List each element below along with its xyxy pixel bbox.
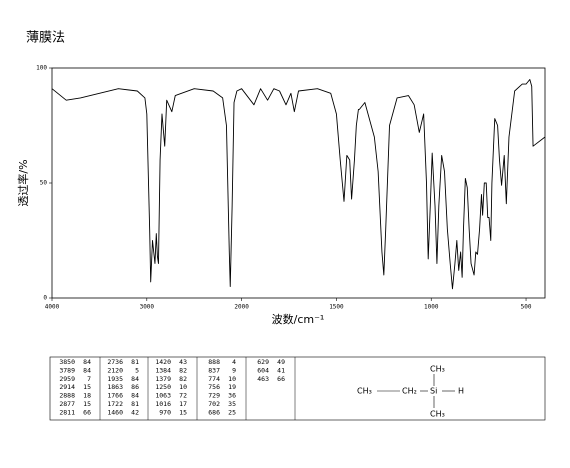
- y-axis-label: 透过率/%: [16, 159, 30, 206]
- peak-transmittance: 81: [131, 400, 139, 408]
- peak-wavenumber: 837: [208, 366, 220, 374]
- peak-transmittance: 10: [228, 375, 236, 383]
- peak-wavenumber: 2736: [107, 358, 123, 366]
- peak-wavenumber: 1722: [107, 400, 123, 408]
- peak-wavenumber: 888: [208, 358, 220, 366]
- spectrum-line: [51, 79, 546, 290]
- chart-title: 薄膜法: [26, 31, 65, 46]
- x-tick-label: 500: [521, 304, 532, 311]
- peak-wavenumber: 1016: [155, 400, 171, 408]
- peak-wavenumber: 2811: [59, 408, 75, 416]
- peak-wavenumber: 970: [159, 408, 171, 416]
- peak-transmittance: 17: [179, 400, 187, 408]
- peak-wavenumber: 756: [208, 383, 220, 391]
- peak-transmittance: 15: [83, 400, 91, 408]
- peak-wavenumber: 604: [257, 366, 269, 374]
- peak-transmittance: 82: [179, 366, 187, 374]
- peak-transmittance: 43: [179, 358, 187, 366]
- peak-wavenumber: 729: [208, 392, 220, 400]
- y-tick-label: 100: [36, 65, 47, 72]
- peak-wavenumber: 1460: [107, 408, 123, 416]
- peak-wavenumber: 1250: [155, 383, 171, 391]
- peak-wavenumber: 3850: [59, 358, 75, 366]
- peak-transmittance: 10: [179, 383, 187, 391]
- peak-transmittance: 35: [228, 400, 236, 408]
- atom: CH₃: [430, 410, 445, 419]
- atom: CH₂: [402, 387, 417, 396]
- peak-transmittance: 84: [83, 366, 91, 374]
- peak-transmittance: 25: [228, 408, 236, 416]
- peak-wavenumber: 1766: [107, 392, 123, 400]
- atom: CH₃: [357, 387, 372, 396]
- peak-transmittance: 18: [83, 392, 91, 400]
- peak-transmittance: 66: [277, 375, 285, 383]
- x-tick-label: 2000: [234, 304, 249, 311]
- peak-wavenumber: 1863: [107, 383, 123, 391]
- peak-transmittance: 82: [179, 375, 187, 383]
- x-tick-label: 1500: [329, 304, 344, 311]
- peak-transmittance: 72: [179, 392, 187, 400]
- peak-transmittance: 15: [179, 408, 187, 416]
- peak-transmittance: 81: [131, 358, 139, 366]
- peak-transmittance: 84: [131, 392, 139, 400]
- peak-wavenumber: 629: [257, 358, 269, 366]
- atom: H: [458, 387, 464, 396]
- peak-transmittance: 5: [135, 366, 139, 374]
- peak-wavenumber: 2914: [59, 383, 75, 391]
- peak-wavenumber: 1935: [107, 375, 123, 383]
- peak-wavenumber: 1379: [155, 375, 171, 383]
- structure: CH₃ CH₃ CH₂ Si H CH₃: [357, 365, 464, 419]
- peak-wavenumber: 774: [208, 375, 220, 383]
- peak-wavenumber: 686: [208, 408, 220, 416]
- peak-wavenumber: 2120: [107, 366, 123, 374]
- peak-wavenumber: 2959: [59, 375, 75, 383]
- table-dividers: [99, 357, 296, 420]
- peak-transmittance: 66: [83, 408, 91, 416]
- peak-transmittance: 41: [277, 366, 285, 374]
- peak-wavenumber: 1063: [155, 392, 171, 400]
- peak-wavenumber: 1384: [155, 366, 171, 374]
- peak-transmittance: 7: [87, 375, 91, 383]
- peak-transmittance: 4: [232, 358, 236, 366]
- peak-transmittance: 42: [131, 408, 139, 416]
- y-tick-label: 0: [43, 295, 47, 302]
- peak-wavenumber: 2877: [59, 400, 75, 408]
- peak-wavenumber: 3789: [59, 366, 75, 374]
- y-tick-label: 50: [40, 180, 48, 187]
- peak-wavenumber: 2888: [59, 392, 75, 400]
- peak-transmittance: 19: [228, 383, 236, 391]
- peak-wavenumber: 463: [257, 375, 269, 383]
- peak-transmittance: 86: [131, 383, 139, 391]
- x-tick-label: 3000: [140, 304, 155, 311]
- x-tick-label: 4000: [45, 304, 60, 311]
- atom: CH₃: [430, 365, 445, 374]
- table-frame: [49, 356, 546, 421]
- peak-transmittance: 84: [83, 358, 91, 366]
- peak-transmittance: 84: [131, 375, 139, 383]
- peak-wavenumber: 1420: [155, 358, 171, 366]
- x-axis-label: 波数/cm⁻¹: [272, 313, 325, 326]
- peak-transmittance: 15: [83, 383, 91, 391]
- atom: Si: [430, 387, 437, 396]
- peak-transmittance: 9: [232, 366, 236, 374]
- peak-transmittance: 36: [228, 392, 236, 400]
- peak-transmittance: 49: [277, 358, 285, 366]
- peak-wavenumber: 702: [208, 400, 220, 408]
- x-tick-label: 1000: [424, 304, 439, 311]
